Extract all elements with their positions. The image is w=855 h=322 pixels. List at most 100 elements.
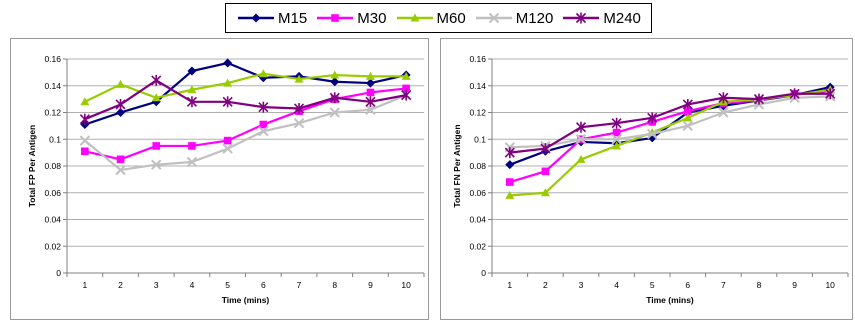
y-tick-label: 0 — [56, 268, 61, 278]
data-point-m240 — [222, 96, 233, 108]
chart-panel-false-positives: 0 0.02 0.04 0.06 0.08 0.1 0.12 0.14 0.16 1 2 3 4 5 6 7 8… — [10, 38, 429, 320]
legend-marker — [251, 13, 261, 23]
y-tick-label: 0.14 — [44, 81, 61, 91]
legend-swatch — [317, 14, 354, 22]
data-point-m240 — [79, 113, 90, 125]
data-point-m15 — [187, 66, 197, 76]
x-tick-label: 5 — [650, 280, 655, 290]
data-point-m15 — [365, 78, 375, 88]
y-tick-label: 0.16 — [44, 54, 61, 64]
y-tick-label: 0 — [481, 268, 486, 278]
data-point-m60 — [576, 154, 586, 163]
x-tick-label: 6 — [261, 280, 266, 290]
data-point-m240 — [365, 96, 376, 108]
y-axis-label: Total FN Per Antigen — [452, 124, 462, 207]
x-tick-label: 6 — [685, 280, 690, 290]
x-axis-label: Time (mins) — [646, 295, 694, 305]
data-point-m60 — [365, 71, 375, 80]
data-point-m60 — [540, 188, 550, 197]
data-point-m30 — [188, 142, 196, 150]
legend-label: M30 — [357, 9, 387, 27]
data-point-m30 — [612, 128, 621, 137]
legend-item-m30: M30 — [315, 10, 386, 27]
data-point-m240 — [401, 89, 412, 101]
data-point-m240 — [682, 98, 693, 110]
y-axis-label: Total FP Per Antigen — [27, 125, 37, 208]
data-point-m240 — [718, 92, 729, 104]
data-point-m240 — [611, 117, 622, 129]
legend-swatch — [396, 13, 433, 22]
legend-marker — [488, 12, 499, 24]
data-point-m30 — [541, 167, 550, 176]
x-tick-label: 2 — [543, 280, 548, 290]
data-point-m120 — [258, 126, 269, 137]
data-point-m60 — [223, 78, 233, 87]
data-point-m60 — [80, 97, 90, 106]
series-line-m240 — [84, 79, 407, 121]
data-point-m120 — [611, 134, 622, 145]
data-point-m240 — [151, 74, 162, 86]
data-point-m240 — [258, 101, 269, 113]
data-point-m60 — [258, 69, 268, 78]
data-point-m120 — [329, 107, 340, 118]
y-tick-label: 0.1 — [49, 134, 61, 144]
y-tick-label: 0.08 — [44, 161, 61, 171]
y-tick-label: 0.12 — [469, 108, 486, 118]
data-point-m60 — [116, 79, 126, 88]
series-line-m240 — [509, 92, 831, 154]
data-point-m60 — [612, 141, 622, 150]
y-tick-label: 0.02 — [469, 241, 486, 251]
legend-item-m120: M120 — [474, 9, 554, 27]
data-point-m60 — [151, 93, 161, 102]
data-point-m240 — [329, 92, 340, 104]
data-point-m240 — [504, 147, 515, 159]
data-point-m120 — [646, 128, 658, 140]
x-tick-label: 1 — [507, 280, 512, 290]
y-tick-label: 0.16 — [469, 54, 486, 64]
series-line-m60 — [84, 72, 407, 103]
data-point-m30 — [259, 120, 268, 129]
x-tick-label: 3 — [154, 280, 159, 290]
legend-label: M240 — [603, 9, 641, 27]
data-point-m30 — [684, 107, 692, 115]
data-point-m60 — [187, 85, 197, 94]
y-tick-label: 0.04 — [469, 215, 486, 225]
y-tick-label: 0.06 — [469, 188, 486, 198]
x-tick-label: 10 — [825, 280, 835, 290]
legend-label: M60 — [436, 9, 466, 27]
x-tick-label: 7 — [721, 280, 726, 290]
fp-line-chart: 0 0.02 0.04 0.06 0.08 0.1 0.12 0.14 0.16 1 2 3 4 5 6 7 8… — [27, 54, 425, 305]
data-point-m60 — [683, 113, 693, 122]
chart-legend: M15 M30 M60 M120 M240 — [225, 3, 652, 33]
legend-label: M15 — [278, 9, 308, 27]
x-tick-label: 5 — [225, 280, 230, 290]
data-point-m120 — [682, 120, 694, 132]
data-point-m240 — [789, 88, 800, 100]
data-point-m60 — [294, 74, 304, 83]
data-point-m240 — [293, 102, 305, 114]
data-point-m30 — [506, 178, 514, 186]
x-tick-label: 7 — [297, 280, 302, 290]
data-point-m30 — [402, 84, 410, 93]
series-line-m15 — [84, 61, 407, 126]
data-point-m240 — [575, 121, 587, 133]
y-tick-label: 0.08 — [469, 161, 486, 171]
fn-line-chart: 0 0.02 0.04 0.06 0.08 0.1 0.12 0.14 0.16 1 2 3 4 5 6 7 8… — [452, 54, 849, 305]
y-tick-label: 0.1 — [474, 134, 486, 144]
data-point-m30 — [366, 88, 375, 97]
x-tick-label: 8 — [757, 280, 762, 290]
series-line-m120 — [84, 94, 407, 172]
series-line-m30 — [509, 91, 831, 184]
data-point-m120 — [718, 107, 729, 118]
data-point-m240 — [115, 98, 126, 110]
series-line-m120 — [509, 95, 831, 149]
legend-swatch — [563, 12, 600, 24]
data-point-m120 — [79, 135, 91, 146]
x-tick-label: 9 — [792, 280, 797, 290]
legend-label: M120 — [515, 9, 554, 27]
data-point-m240 — [540, 143, 551, 155]
y-tick-label: 0.06 — [44, 188, 61, 198]
y-tick-label: 0.02 — [44, 241, 61, 251]
data-point-m60 — [505, 190, 515, 199]
legend-marker — [576, 12, 587, 24]
